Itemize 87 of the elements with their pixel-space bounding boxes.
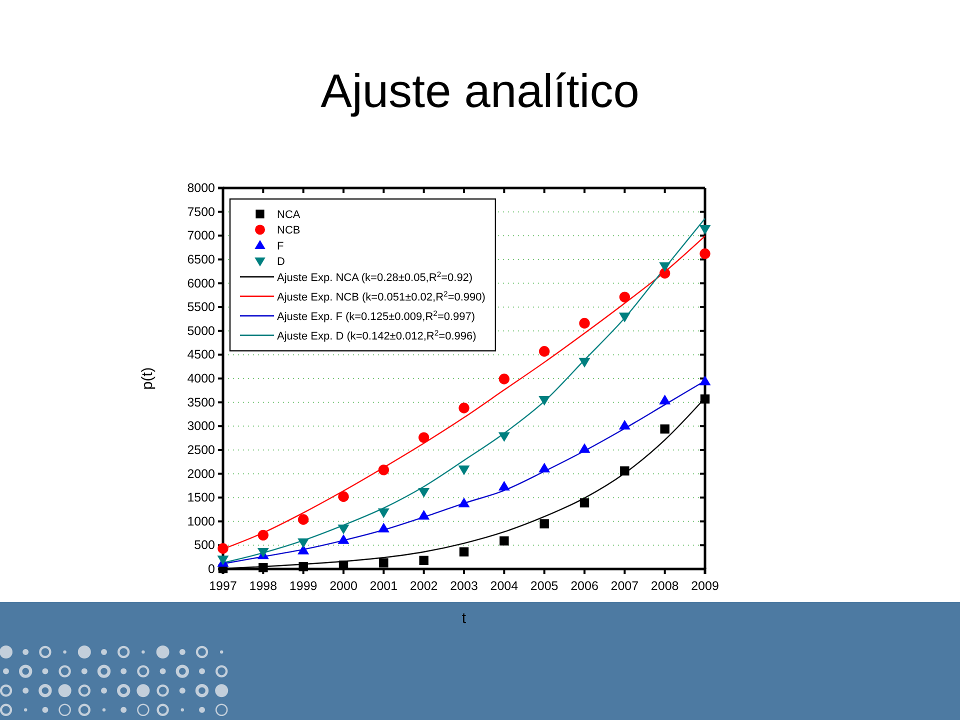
y-tick-label: 1500 — [187, 490, 216, 505]
point — [338, 534, 350, 544]
point — [379, 558, 388, 568]
point — [378, 508, 390, 518]
legend-label: Ajuste Exp. D (k=0.142±0.012,R$^{2}$=0.996) — [277, 328, 476, 342]
point — [578, 443, 590, 453]
point — [578, 358, 590, 368]
legend-label: NCA — [277, 209, 301, 221]
y-tick-label: 3000 — [187, 419, 216, 434]
point — [378, 464, 390, 476]
point — [659, 268, 670, 279]
point — [699, 225, 711, 235]
point — [418, 510, 430, 520]
point — [459, 547, 469, 556]
point — [498, 480, 510, 491]
point — [458, 466, 470, 476]
point — [419, 556, 428, 566]
point — [418, 432, 430, 443]
point — [620, 466, 630, 476]
legend-label: F — [277, 240, 284, 252]
x-tick-label: 2009 — [691, 579, 719, 594]
point — [538, 462, 550, 472]
point — [378, 522, 390, 532]
y-tick-label: 7000 — [187, 228, 216, 243]
point — [298, 538, 310, 548]
point — [659, 394, 671, 404]
legend-label: D — [277, 256, 285, 268]
y-axis-title: p(t) — [139, 367, 156, 390]
x-tick-label: 1998 — [249, 579, 278, 594]
y-tick-label: 6500 — [187, 252, 216, 266]
point — [298, 514, 309, 525]
point — [218, 543, 228, 554]
x-tick-label: 2000 — [330, 579, 358, 594]
point — [540, 519, 549, 528]
x-tick-label: 2003 — [450, 579, 478, 594]
x-tick-label: 2005 — [530, 579, 558, 594]
y-tick-label: 8000 — [187, 181, 216, 195]
point — [298, 544, 310, 554]
y-tick-label: 2500 — [187, 442, 216, 457]
point — [458, 402, 470, 414]
y-tick-label: 4500 — [187, 348, 216, 362]
x-tick-label: 2002 — [410, 579, 438, 594]
point — [700, 394, 710, 404]
legend-label: NCB — [277, 224, 300, 237]
point — [498, 374, 510, 384]
point — [618, 312, 630, 322]
point — [500, 536, 509, 546]
x-tick-label: 2008 — [650, 579, 679, 594]
point — [338, 524, 350, 534]
y-tick-label: 500 — [194, 538, 216, 552]
point — [258, 530, 269, 541]
point — [418, 488, 430, 498]
point — [498, 432, 510, 442]
y-tick-label: 5000 — [187, 324, 216, 338]
point — [458, 498, 470, 508]
y-tick-label: 1000 — [187, 514, 216, 528]
point — [338, 491, 349, 502]
point — [538, 396, 550, 406]
x-tick-label: 1999 — [289, 579, 318, 594]
point — [258, 562, 268, 572]
point — [618, 420, 630, 430]
chart-title: Ajuste analítico — [320, 64, 640, 117]
point — [699, 376, 711, 386]
y-tick-label: 5500 — [187, 300, 216, 314]
legend-label: Ajuste Exp. NCA (k=0.28±0.05,R$^{2}$=0.92) — [277, 269, 473, 284]
legend-label: Ajuste Exp. F (k=0.125±0.009,R$^{2}$=0.997) — [277, 308, 476, 323]
point — [659, 262, 671, 272]
x-tick-label: 2004 — [490, 579, 518, 594]
x-tick-label: 2006 — [570, 579, 598, 594]
y-tick-label: 2000 — [187, 466, 216, 481]
y-tick-label: 4000 — [187, 372, 216, 386]
x-tick-label: 2007 — [610, 579, 639, 594]
y-tick-label: 3500 — [187, 395, 216, 410]
x-tick-label: 2001 — [370, 579, 398, 594]
y-tick-label: 6000 — [187, 276, 216, 290]
point — [580, 498, 590, 508]
y-tick-label: 7500 — [187, 204, 216, 219]
x-tick-label: 1997 — [209, 579, 237, 594]
point — [579, 318, 590, 329]
point — [619, 292, 630, 302]
point — [538, 346, 550, 357]
x-axis-title: t — [462, 610, 467, 627]
point — [298, 562, 308, 572]
point — [660, 424, 670, 434]
y-tick-label: 0 — [208, 562, 216, 576]
legend-label: Ajuste Exp. NCB (k=0.051±0.02,R$^{2}$=0.990) — [277, 288, 486, 304]
point — [700, 248, 710, 260]
